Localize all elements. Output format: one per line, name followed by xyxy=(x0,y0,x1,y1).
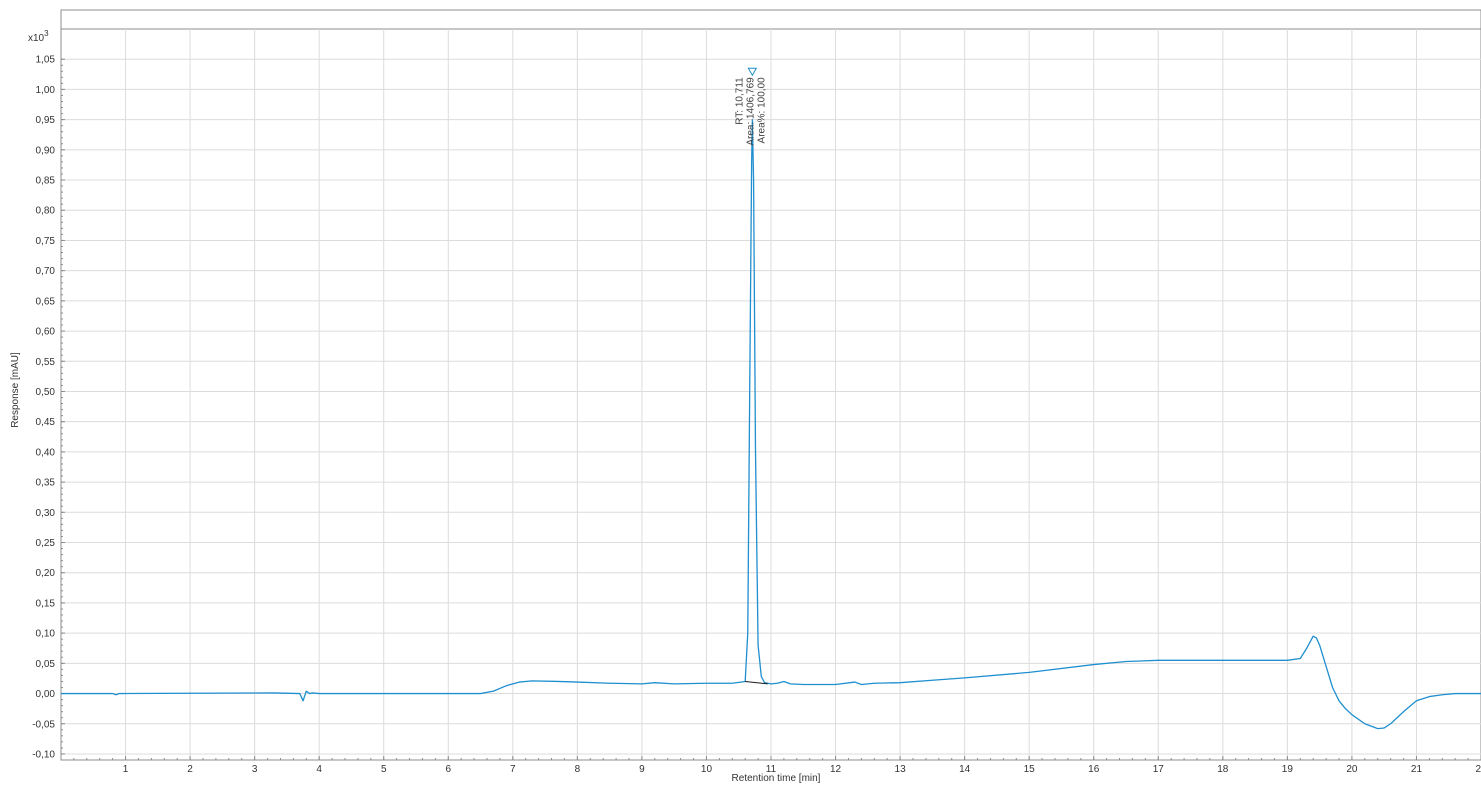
y-multiplier-base: x10 xyxy=(28,33,45,44)
x-tick-label: 4 xyxy=(316,764,322,775)
x-tick-label: 15 xyxy=(1024,764,1036,775)
x-tick-label: 22 xyxy=(1475,764,1481,775)
x-tick-label: 12 xyxy=(830,764,842,775)
x-tick-label: 21 xyxy=(1411,764,1423,775)
peak-marker xyxy=(747,67,758,77)
y-tick-label: 0,25 xyxy=(36,538,56,549)
y-tick-label: 0,05 xyxy=(36,659,56,670)
y-tick-label: 0,85 xyxy=(36,176,56,187)
y-multiplier-label: x103 xyxy=(28,29,49,44)
x-tick-label: 9 xyxy=(639,764,645,775)
y-tick-label: 0,35 xyxy=(36,478,56,489)
x-tick-label: 8 xyxy=(575,764,581,775)
y-tick-label: 0,75 xyxy=(36,236,56,247)
x-tick-label: 6 xyxy=(445,764,451,775)
y-tick-label: 1,00 xyxy=(36,85,56,96)
x-tick-label: 13 xyxy=(895,764,907,775)
peak-label-line: Area%: 100,00 xyxy=(756,77,767,144)
y-tick-label: -0,10 xyxy=(32,749,55,760)
y-tick-label: 0,10 xyxy=(36,629,56,640)
y-tick-label: 0,50 xyxy=(36,387,56,398)
series-line-0 xyxy=(61,118,1481,730)
x-tick-label: 7 xyxy=(510,764,516,775)
y-gridlines xyxy=(61,58,1481,755)
y-tick-label: 0,60 xyxy=(36,327,56,338)
x-tick-label: 19 xyxy=(1282,764,1294,775)
y-multiplier-exponent: 3 xyxy=(44,29,49,38)
y-tick-label: 0,40 xyxy=(36,447,56,458)
x-tick-label: 1 xyxy=(123,764,129,775)
x-tick-label: 3 xyxy=(252,764,258,775)
y-tick-label: 1,05 xyxy=(36,55,56,66)
y-tick-label: 0,30 xyxy=(36,508,56,519)
x-tick-label: 17 xyxy=(1153,764,1165,775)
y-tick-label: 0,00 xyxy=(36,689,56,700)
y-tick-label: 0,45 xyxy=(36,417,56,428)
y-tick-label: 0,15 xyxy=(36,598,56,609)
x-tick-label: 5 xyxy=(381,764,387,775)
x-tick-label: 14 xyxy=(959,764,971,775)
peak-label-line: RT: 10,711 xyxy=(734,77,745,125)
y-axis-label: Response [mAU] xyxy=(10,352,21,428)
peak-baseline xyxy=(745,680,768,685)
y-tick-label: 0,80 xyxy=(36,206,56,217)
x-tick-label: 18 xyxy=(1217,764,1229,775)
y-tick-label: 0,90 xyxy=(36,145,56,156)
x-axis-ticks: 12345678910111213141516171819202122 xyxy=(60,756,1481,775)
y-tick-label: 0,95 xyxy=(36,115,56,126)
peak-label-line: Area: 1406,769 xyxy=(745,77,756,146)
y-tick-label: -0,05 xyxy=(32,719,55,730)
x-gridlines xyxy=(125,29,1417,760)
x-tick-label: 10 xyxy=(701,764,713,775)
x-tick-label: 20 xyxy=(1346,764,1358,775)
y-tick-label: 0,20 xyxy=(36,568,56,579)
y-tick-label: 0,55 xyxy=(36,357,56,368)
y-tick-label: 0,65 xyxy=(36,296,56,307)
peak-annotation: RT: 10,711 Area: 1406,769 Area%: 100,00 xyxy=(734,67,767,146)
y-tick-label: 0,70 xyxy=(36,266,56,277)
y-axis-ticks: -0,10 -0,05 0,00 0,05 0,10 0,15 0,20 0,25 0,30 0,… xyxy=(32,55,65,760)
x-tick-label: 16 xyxy=(1088,764,1100,775)
x-tick-label: 11 xyxy=(766,764,777,775)
series-layer xyxy=(61,118,1481,730)
x-axis-label: Retention time [min] xyxy=(732,773,821,784)
x-tick-label: 2 xyxy=(187,764,193,775)
